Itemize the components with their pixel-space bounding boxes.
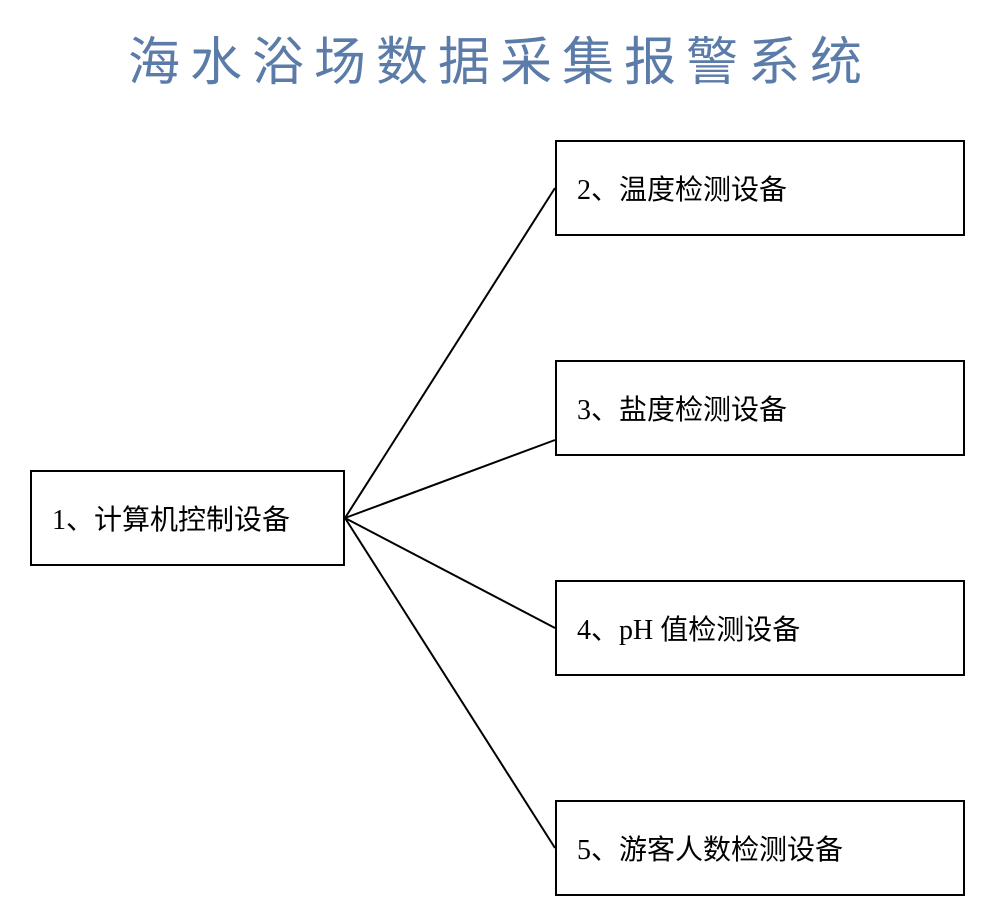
diagram-title: 海水浴场数据采集报警系统 [0,20,1000,95]
edge-line [345,440,555,518]
root-node-label: 1、计算机控制设备 [52,498,290,538]
root-node: 1、计算机控制设备 [30,470,345,566]
child-node-label: 3、盐度检测设备 [577,388,787,428]
child-node-3: 5、游客人数检测设备 [555,800,965,896]
child-node-0: 2、温度检测设备 [555,140,965,236]
child-node-label: 2、温度检测设备 [577,168,787,208]
child-node-label: 5、游客人数检测设备 [577,828,843,868]
edge-line [345,518,555,628]
child-node-2: 4、pH 值检测设备 [555,580,965,676]
edge-line [345,518,555,848]
edge-layer [0,0,1000,919]
child-node-label: 4、pH 值检测设备 [577,608,800,648]
child-node-1: 3、盐度检测设备 [555,360,965,456]
edge-line [345,188,555,518]
